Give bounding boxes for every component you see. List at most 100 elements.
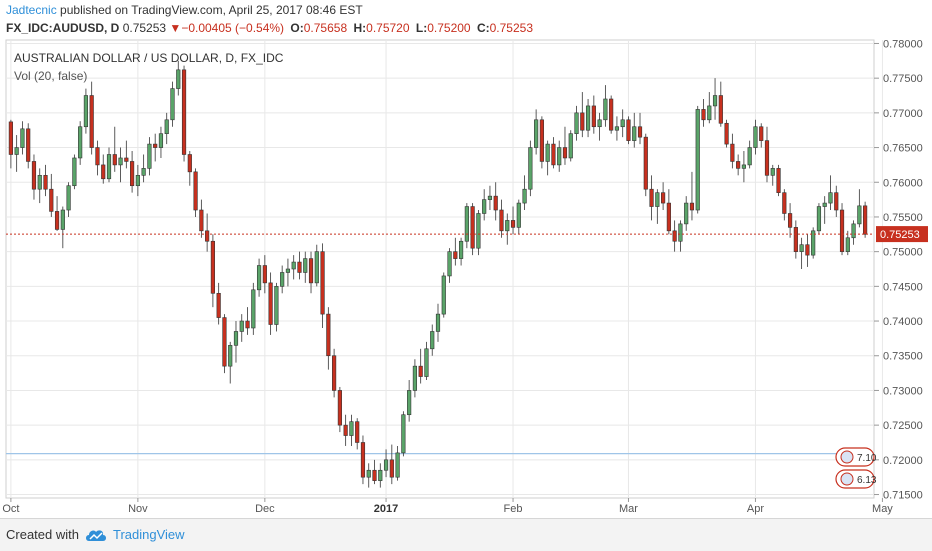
candle <box>857 189 862 228</box>
candle <box>366 463 371 488</box>
candle-body <box>320 251 325 315</box>
candle-body <box>360 442 366 478</box>
candle <box>199 199 204 238</box>
price-axis[interactable]: 0.78000 0.77500 0.77000 0.76500 0.76000 0.755… <box>874 38 923 502</box>
candle <box>118 147 123 183</box>
candle <box>585 98 591 138</box>
candle-body <box>372 469 377 481</box>
candle <box>378 463 383 488</box>
candle-body <box>528 147 533 190</box>
candle <box>43 164 48 197</box>
candle <box>707 92 712 124</box>
candle-body <box>816 206 822 232</box>
candle <box>487 185 493 211</box>
price-chart[interactable]: 0.75253 0.78000 0.77500 0.77000 0.76500 0.76… <box>0 0 932 518</box>
candle-body <box>747 147 752 166</box>
candle-body <box>689 202 695 211</box>
candle-body <box>845 237 850 252</box>
low-label: L: <box>415 21 428 35</box>
candle-body <box>187 154 192 173</box>
tradingview-link[interactable]: TradingView <box>113 527 185 542</box>
chart-title: AUSTRALIAN DOLLAR / US DOLLAR, D, FX_IDC <box>14 51 284 65</box>
y-tick-label: 0.72500 <box>883 420 923 432</box>
candle-body <box>349 421 354 436</box>
badge-label: 7.10 <box>857 453 877 464</box>
candle-body <box>297 261 302 273</box>
candle <box>557 140 562 172</box>
candle <box>787 203 793 238</box>
candle <box>591 95 596 134</box>
candle-body <box>210 240 215 294</box>
x-tick-label: Nov <box>128 503 148 515</box>
candle-body <box>170 88 175 121</box>
candle <box>210 234 215 308</box>
candle <box>401 411 406 457</box>
candle-body <box>724 122 729 145</box>
candle <box>545 140 550 176</box>
y-tick-label: 0.77500 <box>883 73 923 85</box>
candle-body <box>141 168 146 176</box>
candle-body <box>661 192 666 204</box>
flag-icon <box>840 450 854 464</box>
candle-body <box>499 209 504 232</box>
candle-body <box>464 206 469 242</box>
candle-body <box>401 414 406 454</box>
candle <box>54 196 60 231</box>
candle <box>505 213 510 245</box>
event-badges[interactable]: 7.10 6.13 <box>835 447 877 489</box>
candle <box>153 133 158 162</box>
event-badge-2[interactable]: 6.13 <box>835 469 877 489</box>
candle-body <box>383 459 389 471</box>
candle <box>805 234 810 267</box>
candle <box>314 244 319 287</box>
candle <box>424 341 429 381</box>
time-axis[interactable]: Oct Nov Dec 2017 Feb Mar Apr May <box>2 498 893 515</box>
candle <box>580 92 585 138</box>
candle <box>332 348 337 398</box>
candle <box>337 386 342 433</box>
candle <box>493 182 498 221</box>
candle <box>72 154 77 190</box>
candle <box>418 348 423 384</box>
y-tick-label: 0.76000 <box>883 177 923 189</box>
event-badge-1[interactable]: 7.10 <box>835 447 877 467</box>
candle-body <box>620 119 625 128</box>
candle-body <box>736 161 741 169</box>
candle <box>759 123 764 148</box>
candle <box>245 307 250 335</box>
x-tick-label: Oct <box>2 503 19 515</box>
created-with-text: Created with <box>6 527 79 542</box>
candle-body <box>712 95 718 107</box>
y-tick-label: 0.71500 <box>883 490 923 502</box>
candle <box>736 154 741 176</box>
candle-body <box>112 154 117 166</box>
candle-body <box>851 223 856 239</box>
candle <box>112 126 117 172</box>
candle <box>643 133 648 197</box>
candle <box>539 116 544 169</box>
candle-body <box>89 95 94 148</box>
candle-body <box>228 345 233 367</box>
candle <box>574 105 579 141</box>
candle-body <box>130 161 135 187</box>
candle-body <box>609 98 614 131</box>
down-arrow-icon: ▼ <box>169 21 182 35</box>
candle-body <box>839 209 845 252</box>
candle-body <box>176 69 181 89</box>
candle <box>661 182 666 211</box>
close-value: 0.75253 <box>489 21 534 35</box>
tradingview-cloud-icon[interactable] <box>84 527 108 548</box>
candle-body <box>78 126 83 159</box>
low-value: 0.75200 <box>427 21 471 35</box>
candle <box>655 189 660 224</box>
author-link[interactable]: Jadtecnic <box>6 3 57 17</box>
candle-body <box>314 251 319 284</box>
candles <box>8 60 868 488</box>
candle-body <box>585 105 591 131</box>
candle-body <box>753 126 758 148</box>
candle-body <box>355 421 360 443</box>
plot-frame <box>5 39 875 499</box>
candle <box>684 196 689 231</box>
candle <box>528 140 533 197</box>
candle-body <box>199 209 204 232</box>
